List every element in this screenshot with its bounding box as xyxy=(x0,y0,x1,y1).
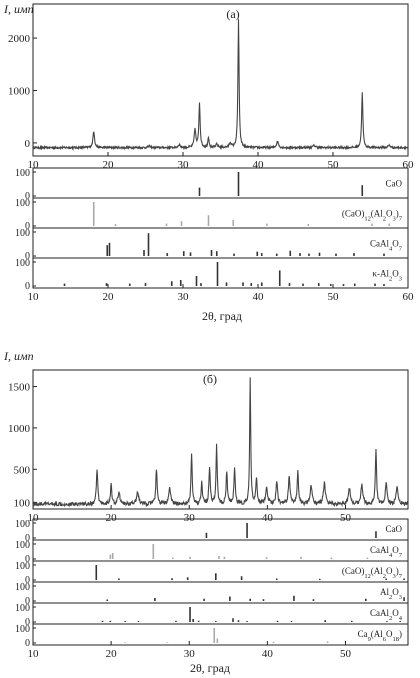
panel-a-ylabel: I, имп xyxy=(3,2,34,16)
ref-tick-label-100: 100 xyxy=(15,258,30,269)
reference-label: CaO xyxy=(386,179,403,189)
x-tick-label: 10 xyxy=(28,159,40,171)
ref-tick-label-100: 100 xyxy=(15,624,30,635)
x-tick-label: 30 xyxy=(178,159,190,171)
reference-label: CaAl2O4 xyxy=(370,608,403,622)
reference-label: CaAl4O7 xyxy=(370,545,403,559)
ref-tick-label-0: 0 xyxy=(25,638,30,649)
panel-b-label: (б) xyxy=(203,372,217,386)
bottom-x-tick-label: 20 xyxy=(106,648,118,660)
bottom-x-tick-label: 60 xyxy=(403,291,415,303)
diffraction-pattern-line xyxy=(32,377,409,508)
reference-frame xyxy=(32,257,409,289)
reference-pattern-5: 0 100 Ca9(Al6O18) xyxy=(15,623,409,649)
y-tick-label: 1000 xyxy=(8,85,31,97)
bottom-x-tick-label: 50 xyxy=(328,291,340,303)
panel-b-xlabel: 2θ, град xyxy=(190,661,230,675)
y-tick-label: 1000 xyxy=(8,423,31,435)
bottom-x-tick-label: 40 xyxy=(262,648,274,660)
bottom-x-tick-label: 50 xyxy=(340,648,352,660)
x-tick-label: 30 xyxy=(184,512,196,524)
ref-tick-label-100: 100 xyxy=(15,603,30,614)
ref-tick-label-100: 100 xyxy=(15,561,30,572)
ref-tick-label-100: 100 xyxy=(15,540,30,551)
ref-tick-label-0: 0 xyxy=(25,221,30,232)
panel-a-label: (a) xyxy=(226,7,239,21)
bottom-x-tick-label: 20 xyxy=(103,291,115,303)
reference-frame xyxy=(32,227,409,259)
reference-frame xyxy=(32,518,409,541)
reference-label: Al2O3 xyxy=(380,587,402,601)
reference-pattern-0: 0 100 CaO xyxy=(15,167,409,202)
reference-pattern-4: 0 100 CaAl2O4 xyxy=(15,602,409,628)
panel-b-ylabel: I, имп xyxy=(3,349,34,363)
reference-frame xyxy=(32,167,409,199)
y-tick-label: 100 xyxy=(14,497,31,509)
x-tick-label: 10 xyxy=(28,512,40,524)
x-tick-label: 20 xyxy=(106,512,118,524)
ref-tick-label-100: 100 xyxy=(15,198,30,209)
panel-a-xlabel: 2θ, град xyxy=(202,309,242,323)
ref-tick-label-0: 0 xyxy=(25,554,30,565)
ref-tick-label-100: 100 xyxy=(15,582,30,593)
ref-tick-label-100: 100 xyxy=(15,519,30,530)
x-tick-label: 60 xyxy=(403,159,415,171)
reference-frame xyxy=(32,539,409,562)
ref-tick-label-100: 100 xyxy=(15,168,30,179)
main-plot-frame xyxy=(32,3,409,157)
ref-tick-label-0: 0 xyxy=(25,575,30,586)
ref-tick-label-0: 0 xyxy=(25,596,30,607)
ref-tick-label-0: 0 xyxy=(25,251,30,262)
main-plot-frame xyxy=(32,369,409,510)
bottom-x-tick-label: 10 xyxy=(28,648,40,660)
reference-frame xyxy=(32,581,409,604)
ref-tick-label-0: 0 xyxy=(25,191,30,202)
reference-label: (CaO)12(Al2O3)7 xyxy=(342,209,403,223)
ref-tick-label-0: 0 xyxy=(25,281,30,292)
bottom-x-tick-label: 30 xyxy=(178,291,190,303)
y-tick-label: 0 xyxy=(25,138,31,150)
ref-tick-label-0: 0 xyxy=(25,533,30,544)
reference-pattern-3: 0 100 Al2O3 xyxy=(15,581,409,607)
bottom-x-tick-label: 40 xyxy=(253,291,265,303)
x-tick-label: 40 xyxy=(253,159,265,171)
reference-pattern-2: 0 100 CaAl4O7 xyxy=(15,227,409,262)
reference-frame xyxy=(32,623,409,646)
reference-pattern-1: 0 100 (CaO)12(Al2O3)7 xyxy=(15,197,409,232)
x-tick-label: 50 xyxy=(340,512,352,524)
reference-label: Ca9(Al6O18) xyxy=(358,629,402,643)
reference-pattern-3: 0 100 κ-Al2O3 xyxy=(15,257,409,292)
reference-label: κ-Al2O3 xyxy=(372,269,402,283)
ref-tick-label-100: 100 xyxy=(15,228,30,239)
reference-label: CaAl4O7 xyxy=(370,239,403,253)
reference-label: (CaO)12(Al2O3)7 xyxy=(342,566,403,580)
x-tick-label: 50 xyxy=(328,159,340,171)
x-tick-label: 20 xyxy=(103,159,115,171)
reference-label: CaO xyxy=(386,524,403,534)
bottom-x-tick-label: 10 xyxy=(28,291,40,303)
y-tick-label: 2000 xyxy=(8,33,31,45)
x-tick-label: 40 xyxy=(262,512,274,524)
y-tick-label: 1500 xyxy=(8,382,31,394)
ref-tick-label-0: 0 xyxy=(25,617,30,628)
y-tick-label: 500 xyxy=(14,464,31,476)
reference-pattern-2: 0 100 (CaO)12(Al2O3)7 xyxy=(15,560,409,586)
bottom-x-tick-label: 30 xyxy=(184,648,196,660)
diffraction-pattern-line xyxy=(32,19,409,151)
